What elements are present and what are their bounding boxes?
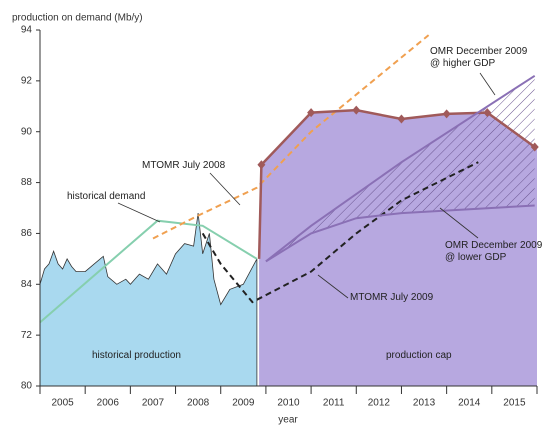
marker xyxy=(530,142,539,152)
x-tick-label: 2013 xyxy=(413,398,436,409)
x-tick-label: 2011 xyxy=(323,398,345,409)
series-label: OMR December 2009 @ lower GDP xyxy=(445,240,543,263)
y-tick-label: 90 xyxy=(21,126,33,137)
line xyxy=(265,74,536,263)
y-tick-label: 84 xyxy=(21,279,33,290)
leader-line xyxy=(117,202,161,223)
y-tick-label: 86 xyxy=(21,228,33,239)
series-label: production cap xyxy=(386,350,452,361)
y-tick-label: 88 xyxy=(21,177,33,188)
x-tick-label: 2010 xyxy=(277,398,300,409)
leader-line xyxy=(209,172,241,206)
y-tick-label: 92 xyxy=(21,75,33,86)
line xyxy=(39,219,258,324)
leader-line xyxy=(317,274,349,299)
marker xyxy=(307,108,316,118)
x-tick-label: 2015 xyxy=(503,398,526,409)
hatch-band xyxy=(265,75,535,262)
x-tick-label: 2007 xyxy=(142,398,165,409)
marker xyxy=(352,105,361,115)
series-label: historical production xyxy=(92,350,181,361)
marker xyxy=(442,109,451,119)
x-tick-label: 2005 xyxy=(51,398,74,409)
line xyxy=(257,108,536,259)
x-tick-label: 2014 xyxy=(458,398,481,409)
series-label: MTOMR July 2008 xyxy=(142,160,226,171)
series-label: MTOMR July 2009 xyxy=(350,292,434,303)
line xyxy=(265,204,535,263)
series-label: OMR December 2009 @ higher GDP xyxy=(430,46,528,69)
leader-line xyxy=(439,207,479,239)
area xyxy=(39,213,258,387)
marker xyxy=(483,108,492,118)
x-tick-label: 2008 xyxy=(187,398,210,409)
y-tick-label: 94 xyxy=(21,25,33,36)
series-label: historical demand xyxy=(67,191,146,202)
line xyxy=(152,34,430,240)
line xyxy=(201,161,479,304)
x-tick-label: 2006 xyxy=(97,398,120,409)
x-tick-label: 2009 xyxy=(232,398,255,409)
x-axis-label: year xyxy=(278,415,298,426)
x-tick-label: 2012 xyxy=(368,398,391,409)
marker xyxy=(257,160,266,170)
y-axis-label: production on demand (Mb/y) xyxy=(12,13,143,24)
leader-line xyxy=(479,72,496,96)
marker xyxy=(397,114,406,124)
y-tick-label: 72 xyxy=(21,330,33,341)
y-tick-label: 80 xyxy=(21,381,33,392)
